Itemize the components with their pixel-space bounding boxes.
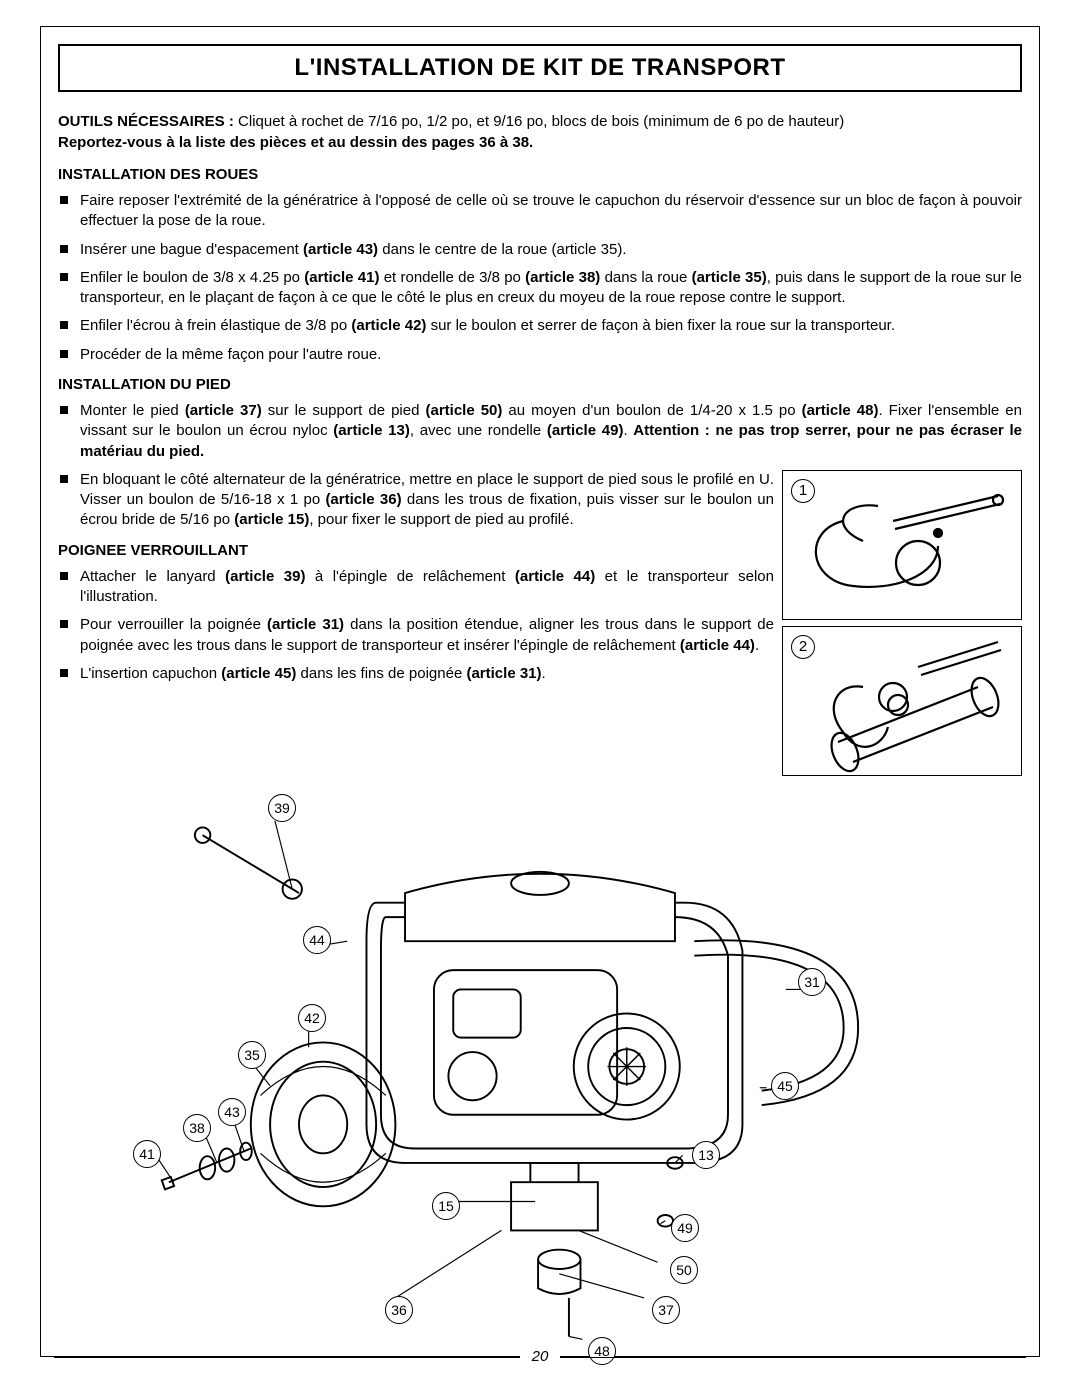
callout-41: 41 bbox=[133, 1140, 161, 1168]
bold-text-run: (article 31) bbox=[466, 665, 541, 682]
bold-text-run: (article 49) bbox=[547, 422, 624, 439]
footer-rule-left bbox=[54, 1357, 520, 1359]
tools-label: OUTILS NÉCESSAIRES : bbox=[58, 113, 234, 130]
content-area: OUTILS NÉCESSAIRES : Cliquet à rochet de… bbox=[44, 112, 1036, 1376]
list-foot-top: Monter le pied (article 37) sur le suppo… bbox=[58, 401, 1022, 462]
text-run: , pour fixer le support de pied au profi… bbox=[309, 511, 573, 528]
bold-text-run: (article 42) bbox=[351, 317, 426, 334]
page-number: 20 bbox=[520, 1347, 560, 1367]
callout-38: 38 bbox=[183, 1114, 211, 1142]
intro-paragraph: OUTILS NÉCESSAIRES : Cliquet à rochet de… bbox=[58, 112, 1022, 153]
bold-text-run: (article 38) bbox=[525, 269, 600, 286]
text-run: L'insertion capuchon bbox=[80, 665, 221, 682]
text-run: . bbox=[542, 665, 546, 682]
right-column-figures: 1 2 bbox=[782, 470, 1022, 782]
text-run: Procéder de la même façon pour l'autre r… bbox=[80, 346, 381, 363]
text-run: . bbox=[755, 637, 759, 654]
main-exploded-diagram: 39 44 42 35 4338 41 31 45 13 15 49 50 36 37 48 bbox=[58, 786, 1022, 1376]
ref-text: Reportez-vous à la liste des pièces et a… bbox=[58, 134, 533, 151]
text-run: Insérer une bague d'espacement bbox=[80, 241, 303, 258]
bold-text-run: (article 37) bbox=[185, 402, 262, 419]
list-foot-col: En bloquant le côté alternateur de la gé… bbox=[58, 470, 774, 531]
bold-text-run: (article 43) bbox=[303, 241, 378, 258]
text-run: , avec une rondelle bbox=[410, 422, 547, 439]
callout-39: 39 bbox=[268, 794, 296, 822]
callout-45: 45 bbox=[771, 1072, 799, 1100]
list-item: Insérer une bague d'espacement (article … bbox=[58, 240, 1022, 260]
callout-37: 37 bbox=[652, 1296, 680, 1324]
bold-text-run: (article 41) bbox=[304, 269, 379, 286]
bold-text-run: (article 13) bbox=[333, 422, 410, 439]
text-run: Enfiler le boulon de 3/8 x 4.25 po bbox=[80, 269, 304, 286]
list-handle: Attacher le lanyard (article 39) à l'épi… bbox=[58, 567, 774, 684]
bold-text-run: (article 15) bbox=[234, 511, 309, 528]
list-item: Attacher le lanyard (article 39) à l'épi… bbox=[58, 567, 774, 608]
title-box: L'INSTALLATION DE KIT DE TRANSPORT bbox=[58, 44, 1022, 92]
list-item: L'insertion capuchon (article 45) dans l… bbox=[58, 664, 774, 684]
bold-text-run: (article 45) bbox=[221, 665, 296, 682]
figure-1-box: 1 bbox=[782, 470, 1022, 620]
section-head-foot: INSTALLATION DU PIED bbox=[58, 375, 1022, 395]
figure-2-number: 2 bbox=[791, 635, 815, 659]
text-run: dans la roue bbox=[600, 269, 691, 286]
text-run: . bbox=[623, 422, 633, 439]
bold-text-run: (article 50) bbox=[425, 402, 502, 419]
list-item: Pour verrouiller la poignée (article 31)… bbox=[58, 615, 774, 656]
section-head-handle: POIGNEE VERROUILLANT bbox=[58, 541, 774, 561]
text-run: sur le support de pied bbox=[262, 402, 426, 419]
footer-rule-right bbox=[560, 1357, 1026, 1359]
figure-1-number: 1 bbox=[791, 479, 815, 503]
manual-page: L'INSTALLATION DE KIT DE TRANSPORT OUTIL… bbox=[0, 0, 1080, 1397]
text-run: Faire reposer l'extrémité de la génératr… bbox=[80, 192, 1022, 229]
bold-text-run: (article 36) bbox=[325, 491, 401, 508]
lanyard-pin-icon bbox=[783, 471, 1023, 621]
list-item: Faire reposer l'extrémité de la génératr… bbox=[58, 191, 1022, 232]
text-run: Monter le pied bbox=[80, 402, 185, 419]
list-item: Enfiler le boulon de 3/8 x 4.25 po (arti… bbox=[58, 268, 1022, 309]
text-run: dans le centre de la roue (article 35). bbox=[378, 241, 626, 258]
section-head-wheels: INSTALLATION DES ROUES bbox=[58, 165, 1022, 185]
callout-42: 42 bbox=[298, 1004, 326, 1032]
left-column: En bloquant le côté alternateur de la gé… bbox=[58, 470, 774, 692]
callout-50: 50 bbox=[670, 1256, 698, 1284]
page-title: L'INSTALLATION DE KIT DE TRANSPORT bbox=[294, 54, 785, 81]
text-run: Enfiler l'écrou à frein élastique de 3/8… bbox=[80, 317, 351, 334]
bold-text-run: (article 31) bbox=[267, 616, 344, 633]
text-run: Attacher le lanyard bbox=[80, 568, 225, 585]
bold-text-run: (article 35) bbox=[692, 269, 767, 286]
callout-36: 36 bbox=[385, 1296, 413, 1324]
callout-44: 44 bbox=[303, 926, 331, 954]
handle-lock-icon bbox=[783, 627, 1023, 777]
list-item: Procéder de la même façon pour l'autre r… bbox=[58, 345, 1022, 365]
list-item: Monter le pied (article 37) sur le suppo… bbox=[58, 401, 1022, 462]
two-column-region: En bloquant le côté alternateur de la gé… bbox=[58, 470, 1022, 782]
bold-text-run: (article 44) bbox=[680, 637, 755, 654]
callout-15: 15 bbox=[432, 1192, 460, 1220]
text-run: sur le boulon et serrer de façon à bien … bbox=[426, 317, 895, 334]
figure-2-box: 2 bbox=[782, 626, 1022, 776]
list-wheels: Faire reposer l'extrémité de la génératr… bbox=[58, 191, 1022, 365]
text-run: au moyen d'un boulon de 1/4-20 x 1.5 po bbox=[502, 402, 801, 419]
text-run: dans les fins de poignée bbox=[296, 665, 466, 682]
list-item: En bloquant le côté alternateur de la gé… bbox=[58, 470, 774, 531]
callout-48: 48 bbox=[588, 1337, 616, 1365]
callout-43: 43 bbox=[218, 1098, 246, 1126]
generator-diagram-icon bbox=[58, 786, 1022, 1376]
text-run: et rondelle de 3/8 po bbox=[379, 269, 525, 286]
bold-text-run: (article 44) bbox=[515, 568, 595, 585]
callout-13: 13 bbox=[692, 1141, 720, 1169]
bold-text-run: (article 39) bbox=[225, 568, 305, 585]
list-item: Enfiler l'écrou à frein élastique de 3/8… bbox=[58, 316, 1022, 336]
bold-text-run: (article 48) bbox=[802, 402, 879, 419]
callout-35: 35 bbox=[238, 1041, 266, 1069]
callout-49: 49 bbox=[671, 1214, 699, 1242]
callout-31: 31 bbox=[798, 968, 826, 996]
text-run: à l'épingle de relâchement bbox=[305, 568, 514, 585]
text-run: Pour verrouiller la poignée bbox=[80, 616, 267, 633]
tools-text: Cliquet à rochet de 7/16 po, 1/2 po, et … bbox=[234, 113, 844, 130]
